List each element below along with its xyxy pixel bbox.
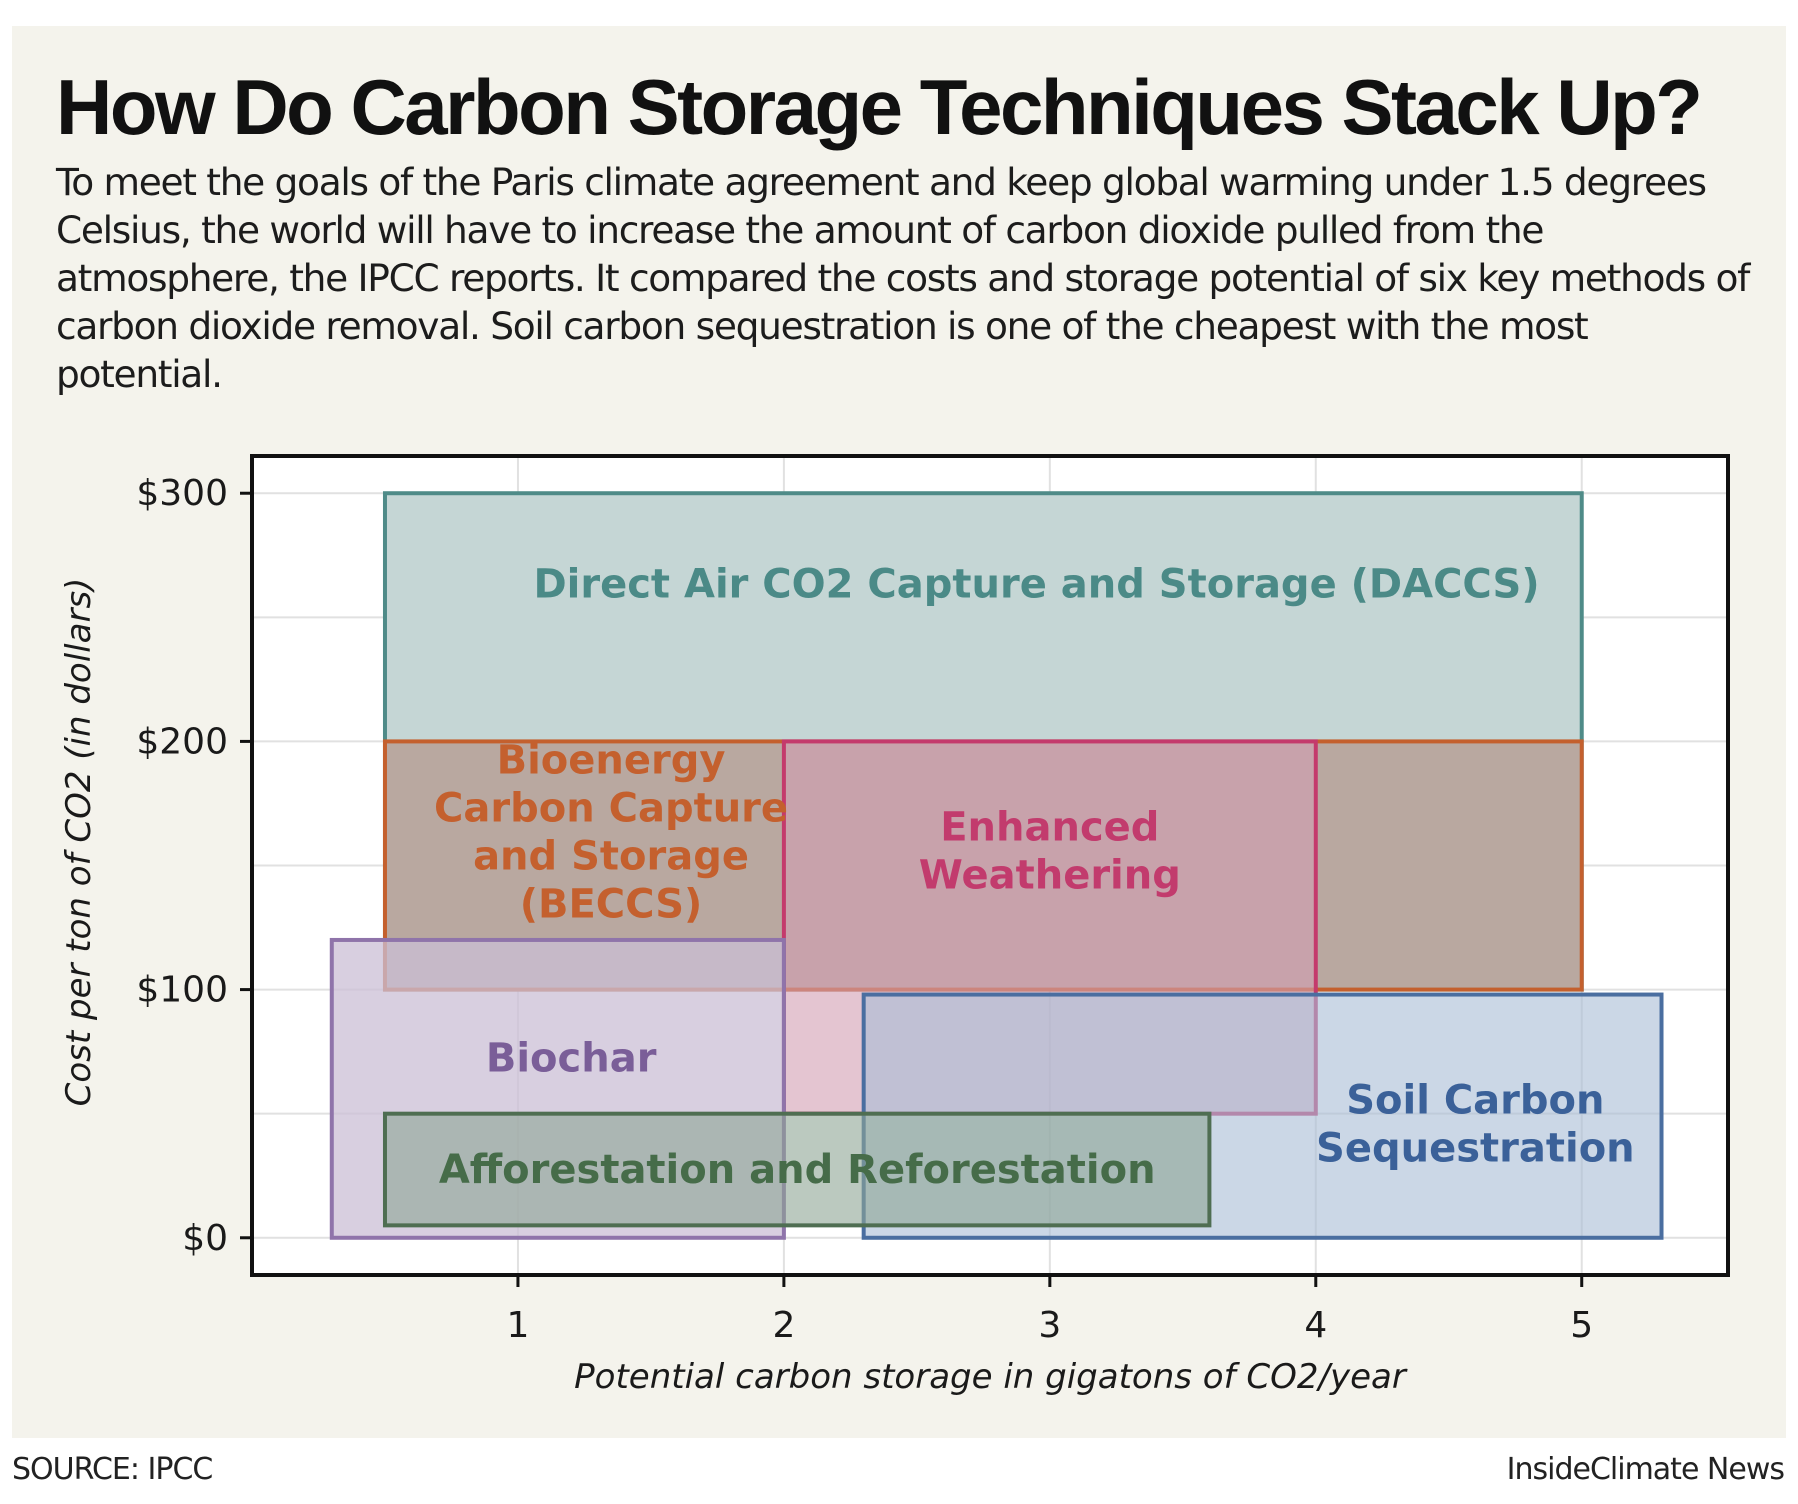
region-enhanced-weathering-label: Weathering [919, 853, 1181, 899]
y-tick-label: $200 [136, 721, 228, 762]
chart-subtitle: To meet the goals of the Paris climate a… [56, 160, 1750, 396]
x-tick-label: 1 [506, 1305, 529, 1346]
plot-frame [250, 454, 1730, 1277]
chart-title: How Do Carbon Storage Techniques Stack U… [56, 63, 1703, 151]
data-regions [329, 491, 1664, 1240]
x-tick-label: 4 [1304, 1305, 1327, 1346]
x-tick-label: 3 [1038, 1305, 1061, 1346]
y-tick-label: $300 [136, 473, 228, 514]
region-direct-air-co2-capture-and-storage-daccs-label: Direct Air CO2 Capture and Storage (DACC… [533, 561, 1539, 607]
region-bioenergy-carbon-capture-and-storage-beccs-label: Carbon Capture [434, 786, 788, 832]
y-axis-title: Cost per ton of CO2 (in dollars) [59, 578, 99, 1107]
region-soil-carbon-sequestration-label: Soil Carbon [1346, 1078, 1604, 1124]
region-labels: Direct Air CO2 Capture and Storage (DACC… [434, 561, 1635, 1193]
region-afforestation-and-reforestation [382, 1111, 1212, 1228]
source-note: SOURCE: IPCC [12, 1452, 213, 1487]
x-tick-label: 5 [1570, 1305, 1593, 1346]
publisher-credit: InsideClimate News [1506, 1452, 1785, 1487]
region-enhanced-weathering-label: Enhanced [940, 805, 1159, 851]
region-bioenergy-carbon-capture-and-storage-beccs-label: Bioenergy [497, 738, 726, 784]
x-tick-label: 2 [772, 1305, 795, 1346]
x-axis-title: Potential carbon storage in gigatons of … [574, 1357, 1408, 1397]
y-tick-label: $100 [136, 970, 228, 1011]
axis-ticks: $0 $100 $200 $300 1 2 3 4 5 [136, 473, 1593, 1346]
chart: Direct Air CO2 Capture and Storage (DACC… [59, 454, 1730, 1397]
y-tick-label: $0 [182, 1218, 228, 1259]
region-afforestation-and-reforestation-label: Afforestation and Reforestation [439, 1147, 1156, 1193]
region-biochar-label: Biochar [486, 1035, 657, 1081]
region-bioenergy-carbon-capture-and-storage-beccs-label: and Storage [473, 834, 749, 880]
region-soil-carbon-sequestration-label: Sequestration [1316, 1126, 1635, 1172]
region-bioenergy-carbon-capture-and-storage-beccs-label: (BECCS) [520, 882, 703, 928]
